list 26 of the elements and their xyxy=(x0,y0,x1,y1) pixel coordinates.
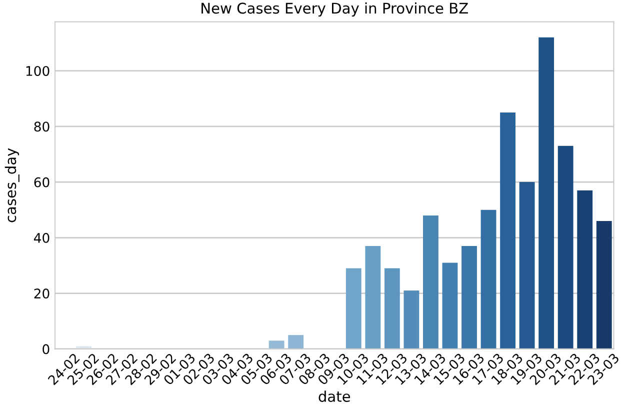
bar xyxy=(462,246,477,349)
x-axis-title: date xyxy=(318,390,350,402)
chart-title: New Cases Every Day in Province BZ xyxy=(202,2,468,17)
bar xyxy=(268,340,284,349)
y-tick-label: 0 xyxy=(42,344,50,354)
bar xyxy=(596,221,612,349)
y-tick-label: 60 xyxy=(34,177,50,188)
y-tick-label: 80 xyxy=(34,122,50,132)
bar xyxy=(442,262,458,349)
y-tick-label: 100 xyxy=(26,66,50,76)
bar xyxy=(76,346,92,349)
bar xyxy=(423,215,438,349)
bar xyxy=(346,268,362,349)
bar xyxy=(538,37,554,349)
bar xyxy=(500,112,516,349)
bar xyxy=(577,190,593,349)
bar xyxy=(384,268,400,349)
bar xyxy=(365,246,381,349)
bar xyxy=(519,182,535,349)
bar xyxy=(480,210,496,349)
bar xyxy=(288,335,304,349)
bar xyxy=(404,290,420,349)
y-tick-label: 20 xyxy=(34,288,50,299)
bar xyxy=(558,146,574,349)
y-tick-label: 40 xyxy=(34,232,50,243)
y-axis-title: cases_day xyxy=(4,148,20,222)
